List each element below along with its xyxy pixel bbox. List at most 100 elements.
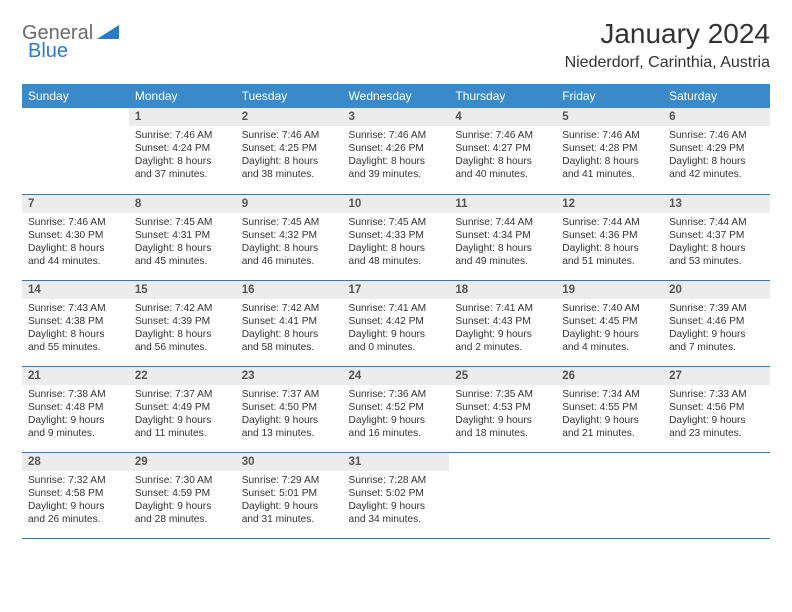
cell-body: Sunrise: 7:42 AMSunset: 4:39 PMDaylight:… (129, 299, 236, 359)
cell-body: Sunrise: 7:28 AMSunset: 5:02 PMDaylight:… (343, 471, 450, 531)
calendar-cell: 12Sunrise: 7:44 AMSunset: 4:36 PMDayligh… (556, 194, 663, 280)
cell-line: Sunset: 4:31 PM (135, 229, 230, 242)
cell-body: Sunrise: 7:42 AMSunset: 4:41 PMDaylight:… (236, 299, 343, 359)
cell-line: Sunrise: 7:39 AM (669, 302, 764, 315)
cell-line: Daylight: 9 hours (349, 414, 444, 427)
cell-line: Sunset: 4:29 PM (669, 142, 764, 155)
calendar-cell: 16Sunrise: 7:42 AMSunset: 4:41 PMDayligh… (236, 280, 343, 366)
cell-line: and 34 minutes. (349, 513, 444, 526)
calendar-cell: 2Sunrise: 7:46 AMSunset: 4:25 PMDaylight… (236, 108, 343, 194)
cell-line: Sunset: 4:36 PM (562, 229, 657, 242)
cell-body (556, 471, 663, 479)
cell-line: and 37 minutes. (135, 168, 230, 181)
cell-line: Daylight: 9 hours (349, 500, 444, 513)
cell-line: and 28 minutes. (135, 513, 230, 526)
day-number: 2 (236, 108, 343, 126)
cell-body (449, 471, 556, 479)
day-number: 7 (22, 195, 129, 213)
day-number: 16 (236, 281, 343, 299)
cell-line: Sunset: 4:48 PM (28, 401, 123, 414)
calendar-cell: 9Sunrise: 7:45 AMSunset: 4:32 PMDaylight… (236, 194, 343, 280)
day-number: 29 (129, 453, 236, 471)
cell-line: and 31 minutes. (242, 513, 337, 526)
day-number: 4 (449, 108, 556, 126)
calendar-header-row: SundayMondayTuesdayWednesdayThursdayFrid… (22, 84, 770, 108)
calendar-cell: 30 Sunrise: 7:29 AMSunset: 5:01 PMDayligh… (236, 452, 343, 538)
cell-line: Sunset: 4:49 PM (135, 401, 230, 414)
calendar-cell: 1Sunrise: 7:46 AMSunset: 4:24 PMDaylight… (129, 108, 236, 194)
cell-line: Sunset: 4:27 PM (455, 142, 550, 155)
cell-line: Daylight: 9 hours (242, 500, 337, 513)
day-number: 19 (556, 281, 663, 299)
cell-line: Daylight: 9 hours (135, 414, 230, 427)
cell-line: Daylight: 8 hours (242, 155, 337, 168)
day-number: 15 (129, 281, 236, 299)
calendar-cell: 27Sunrise: 7:33 AMSunset: 4:56 PMDayligh… (663, 366, 770, 452)
calendar-cell: 18Sunrise: 7:41 AMSunset: 4:43 PMDayligh… (449, 280, 556, 366)
calendar-week-row: 1Sunrise: 7:46 AMSunset: 4:24 PMDaylight… (22, 108, 770, 194)
calendar-cell (663, 452, 770, 538)
cell-line: Sunset: 5:01 PM (242, 487, 337, 500)
cell-line: Sunrise: 7:41 AM (455, 302, 550, 315)
cell-line: Sunrise: 7:44 AM (669, 216, 764, 229)
cell-line: Daylight: 8 hours (455, 242, 550, 255)
cell-line: Sunrise: 7:46 AM (562, 129, 657, 142)
cell-body: Sunrise: 7:45 AMSunset: 4:32 PMDaylight:… (236, 213, 343, 273)
calendar-cell: 29Sunrise: 7:30 AMSunset: 4:59 PMDayligh… (129, 452, 236, 538)
cell-line: Sunset: 4:33 PM (349, 229, 444, 242)
calendar-cell: 3Sunrise: 7:46 AMSunset: 4:26 PMDaylight… (343, 108, 450, 194)
cell-line: Sunrise: 7:45 AM (349, 216, 444, 229)
day-number: 11 (449, 195, 556, 213)
day-number: 30 (236, 453, 343, 471)
cell-line: Sunset: 4:41 PM (242, 315, 337, 328)
cell-line: Sunrise: 7:37 AM (135, 388, 230, 401)
calendar-cell: 22 Sunrise: 7:37 AMSunset: 4:49 PMDayligh… (129, 366, 236, 452)
cell-line: Daylight: 8 hours (562, 155, 657, 168)
cell-line: Sunrise: 7:29 AM (242, 474, 337, 487)
cell-body: Sunrise: 7:46 AMSunset: 4:25 PMDaylight:… (236, 126, 343, 186)
cell-line: Sunset: 4:46 PM (669, 315, 764, 328)
cell-line: Daylight: 8 hours (669, 155, 764, 168)
cell-line: Sunset: 4:56 PM (669, 401, 764, 414)
day-number: 22 (129, 367, 236, 385)
cell-line: and 53 minutes. (669, 255, 764, 268)
calendar-cell: 23Sunrise: 7:37 AMSunset: 4:50 PMDayligh… (236, 366, 343, 452)
cell-line: Sunrise: 7:45 AM (135, 216, 230, 229)
title-block: January 2024 Niederdorf, Carinthia, Aust… (565, 18, 770, 72)
cell-body: Sunrise: 7:41 AMSunset: 4:42 PMDaylight:… (343, 299, 450, 359)
calendar-cell: 8Sunrise: 7:45 AMSunset: 4:31 PMDaylight… (129, 194, 236, 280)
cell-body: Sunrise: 7:43 AMSunset: 4:38 PMDaylight:… (22, 299, 129, 359)
cell-body: Sunrise: 7:34 AMSunset: 4:55 PMDaylight:… (556, 385, 663, 445)
calendar-cell (449, 452, 556, 538)
cell-line: Sunset: 4:24 PM (135, 142, 230, 155)
cell-body: Sunrise: 7:33 AMSunset: 4:56 PMDaylight:… (663, 385, 770, 445)
cell-line: Daylight: 8 hours (135, 155, 230, 168)
cell-body: Sunrise: 7:44 AMSunset: 4:37 PMDaylight:… (663, 213, 770, 273)
day-number: 9 (236, 195, 343, 213)
day-number: 20 (663, 281, 770, 299)
weekday-header: Wednesday (343, 84, 450, 108)
calendar-cell: 11Sunrise: 7:44 AMSunset: 4:34 PMDayligh… (449, 194, 556, 280)
cell-line: Sunrise: 7:42 AM (242, 302, 337, 315)
cell-line: and 55 minutes. (28, 341, 123, 354)
calendar-cell: 17Sunrise: 7:41 AMSunset: 4:42 PMDayligh… (343, 280, 450, 366)
cell-line: and 51 minutes. (562, 255, 657, 268)
calendar-cell: 15Sunrise: 7:42 AMSunset: 4:39 PMDayligh… (129, 280, 236, 366)
cell-line: Sunrise: 7:35 AM (455, 388, 550, 401)
weekday-header: Friday (556, 84, 663, 108)
cell-line: Sunrise: 7:46 AM (135, 129, 230, 142)
cell-body: Sunrise: 7:35 AMSunset: 4:53 PMDaylight:… (449, 385, 556, 445)
cell-line: Sunset: 4:55 PM (562, 401, 657, 414)
day-number: 12 (556, 195, 663, 213)
cell-line: Sunrise: 7:37 AM (242, 388, 337, 401)
cell-line: Sunset: 4:28 PM (562, 142, 657, 155)
calendar-cell: 6Sunrise: 7:46 AMSunset: 4:29 PMDaylight… (663, 108, 770, 194)
cell-line: Sunset: 4:52 PM (349, 401, 444, 414)
cell-body: Sunrise: 7:39 AMSunset: 4:46 PMDaylight:… (663, 299, 770, 359)
cell-line: Sunset: 4:37 PM (669, 229, 764, 242)
calendar-cell: 7Sunrise: 7:46 AMSunset: 4:30 PMDaylight… (22, 194, 129, 280)
cell-body: Sunrise: 7:45 AMSunset: 4:31 PMDaylight:… (129, 213, 236, 273)
cell-line: Sunset: 4:45 PM (562, 315, 657, 328)
cell-line: Daylight: 8 hours (242, 242, 337, 255)
cell-body: Sunrise: 7:37 AMSunset: 4:50 PMDaylight:… (236, 385, 343, 445)
